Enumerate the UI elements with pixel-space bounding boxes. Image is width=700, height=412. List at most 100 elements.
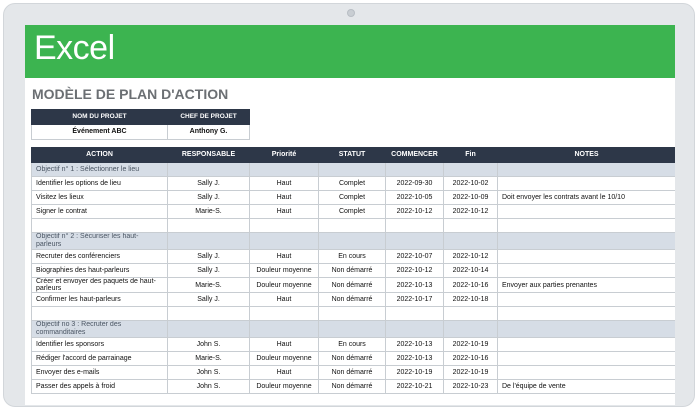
- responsable-cell[interactable]: Marie-S.: [167, 277, 250, 293]
- action-cell[interactable]: Identifier les options de lieu: [31, 176, 168, 191]
- action-cell[interactable]: Biographies des haut-parleurs: [31, 263, 168, 278]
- notes-cell[interactable]: [497, 365, 675, 380]
- priority-cell[interactable]: Douleur moyenne: [249, 263, 319, 278]
- status-cell[interactable]: Non démarré: [318, 379, 386, 394]
- responsable-cell[interactable]: John S.: [167, 337, 250, 352]
- table-cell[interactable]: [443, 306, 498, 321]
- action-cell[interactable]: Visitez les lieux: [31, 190, 168, 205]
- start-cell[interactable]: 2022-10-12: [385, 204, 444, 219]
- responsable-cell[interactable]: John S.: [167, 379, 250, 394]
- start-cell[interactable]: 2022-10-21: [385, 379, 444, 394]
- priority-cell[interactable]: Douleur moyenne: [249, 379, 319, 394]
- table-cell[interactable]: [167, 218, 250, 233]
- status-cell[interactable]: Non démarré: [318, 351, 386, 366]
- responsable-cell[interactable]: Sally J.: [167, 190, 250, 205]
- action-cell[interactable]: Confirmer les haut-parleurs: [31, 292, 168, 307]
- priority-cell[interactable]: Haut: [249, 337, 319, 352]
- priority-cell[interactable]: Haut: [249, 176, 319, 191]
- table-cell[interactable]: [385, 162, 444, 177]
- responsable-cell[interactable]: Sally J.: [167, 292, 250, 307]
- end-cell[interactable]: 2022-10-19: [443, 337, 498, 352]
- notes-cell[interactable]: Envoyer aux parties prenantes: [497, 277, 675, 293]
- priority-cell[interactable]: Douleur moyenne: [249, 277, 319, 293]
- responsable-cell[interactable]: John S.: [167, 365, 250, 380]
- start-cell[interactable]: 2022-09-30: [385, 176, 444, 191]
- priority-cell[interactable]: Haut: [249, 292, 319, 307]
- status-cell[interactable]: Non démarré: [318, 277, 386, 293]
- status-cell[interactable]: Complet: [318, 204, 386, 219]
- table-cell[interactable]: [385, 218, 444, 233]
- end-cell[interactable]: 2022-10-16: [443, 277, 498, 293]
- table-cell[interactable]: [167, 162, 250, 177]
- col-header-responsable[interactable]: RESPONSABLE: [167, 147, 250, 163]
- status-cell[interactable]: Non démarré: [318, 365, 386, 380]
- table-cell[interactable]: [249, 306, 319, 321]
- notes-cell[interactable]: [497, 337, 675, 352]
- notes-cell[interactable]: [497, 263, 675, 278]
- end-cell[interactable]: 2022-10-09: [443, 190, 498, 205]
- table-cell[interactable]: [31, 306, 168, 321]
- action-cell[interactable]: Signer le contrat: [31, 204, 168, 219]
- table-cell[interactable]: [497, 320, 675, 338]
- table-cell[interactable]: [31, 218, 168, 233]
- notes-cell[interactable]: [497, 249, 675, 264]
- end-cell[interactable]: 2022-10-02: [443, 176, 498, 191]
- end-cell[interactable]: 2022-10-18: [443, 292, 498, 307]
- start-cell[interactable]: 2022-10-17: [385, 292, 444, 307]
- priority-cell[interactable]: Douleur moyenne: [249, 351, 319, 366]
- status-cell[interactable]: En cours: [318, 337, 386, 352]
- table-cell[interactable]: [167, 320, 250, 338]
- table-cell[interactable]: [443, 320, 498, 338]
- responsable-cell[interactable]: Sally J.: [167, 263, 250, 278]
- action-cell[interactable]: Identifier les sponsors: [31, 337, 168, 352]
- responsable-cell[interactable]: Sally J.: [167, 176, 250, 191]
- end-cell[interactable]: 2022-10-12: [443, 249, 498, 264]
- table-cell[interactable]: [318, 162, 386, 177]
- col-header-statut[interactable]: STATUT: [318, 147, 386, 163]
- status-cell[interactable]: Non démarré: [318, 292, 386, 307]
- notes-cell[interactable]: Doit envoyer les contrats avant le 10/10: [497, 190, 675, 205]
- end-cell[interactable]: 2022-10-12: [443, 204, 498, 219]
- table-cell[interactable]: [443, 162, 498, 177]
- status-cell[interactable]: Complet: [318, 190, 386, 205]
- start-cell[interactable]: 2022-10-13: [385, 351, 444, 366]
- project-lead-header[interactable]: CHEF DE PROJET: [167, 109, 250, 125]
- notes-cell[interactable]: De l'équipe de vente: [497, 379, 675, 394]
- end-cell[interactable]: 2022-10-23: [443, 379, 498, 394]
- action-cell[interactable]: Créer et envoyer des paquets de haut-par…: [31, 277, 168, 293]
- table-cell[interactable]: [249, 218, 319, 233]
- start-cell[interactable]: 2022-10-12: [385, 263, 444, 278]
- priority-cell[interactable]: Haut: [249, 204, 319, 219]
- responsable-cell[interactable]: Sally J.: [167, 249, 250, 264]
- project-name-header[interactable]: NOM DU PROJET: [31, 109, 168, 125]
- action-cell[interactable]: Envoyer des e-mails: [31, 365, 168, 380]
- table-cell[interactable]: [385, 232, 444, 250]
- action-cell[interactable]: Rédiger l'accord de parrainage: [31, 351, 168, 366]
- action-cell[interactable]: Passer des appels à froid: [31, 379, 168, 394]
- start-cell[interactable]: 2022-10-05: [385, 190, 444, 205]
- notes-cell[interactable]: [497, 176, 675, 191]
- end-cell[interactable]: 2022-10-16: [443, 351, 498, 366]
- end-cell[interactable]: 2022-10-19: [443, 365, 498, 380]
- action-cell[interactable]: Recruter des conférenciers: [31, 249, 168, 264]
- priority-cell[interactable]: Haut: [249, 249, 319, 264]
- end-cell[interactable]: 2022-10-14: [443, 263, 498, 278]
- notes-cell[interactable]: [497, 204, 675, 219]
- objective-label[interactable]: Objectif n° 2 : Sécuriser les haut-parle…: [31, 232, 168, 250]
- notes-cell[interactable]: [497, 351, 675, 366]
- start-cell[interactable]: 2022-10-13: [385, 337, 444, 352]
- table-cell[interactable]: [318, 306, 386, 321]
- table-cell[interactable]: [443, 218, 498, 233]
- start-cell[interactable]: 2022-10-19: [385, 365, 444, 380]
- table-cell[interactable]: [385, 306, 444, 321]
- priority-cell[interactable]: Haut: [249, 365, 319, 380]
- table-cell[interactable]: [385, 320, 444, 338]
- table-cell[interactable]: [497, 162, 675, 177]
- project-lead-cell[interactable]: Anthony G.: [167, 124, 250, 140]
- objective-label[interactable]: Objectif n° 1 : Sélectionner le lieu: [31, 162, 168, 177]
- notes-cell[interactable]: [497, 292, 675, 307]
- responsable-cell[interactable]: Marie-S.: [167, 204, 250, 219]
- table-cell[interactable]: [443, 232, 498, 250]
- table-cell[interactable]: [318, 320, 386, 338]
- col-header-action[interactable]: ACTION: [31, 147, 168, 163]
